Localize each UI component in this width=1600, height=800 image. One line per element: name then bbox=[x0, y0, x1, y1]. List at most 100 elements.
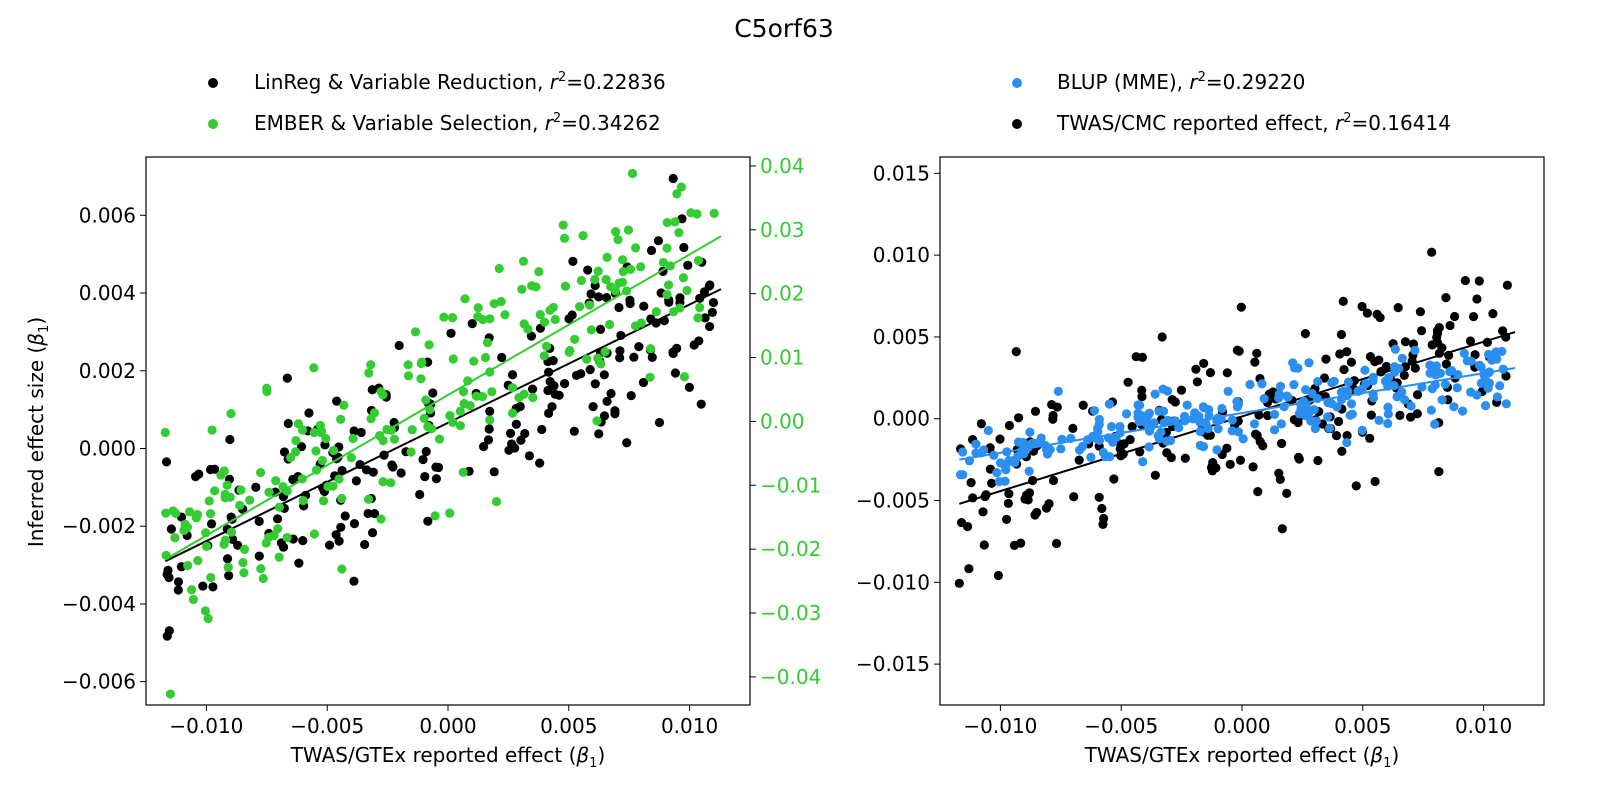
left-data-point bbox=[386, 478, 396, 488]
left-data-point bbox=[417, 357, 427, 367]
left-y2-tick-label: 0.04 bbox=[760, 154, 805, 178]
right-data-point bbox=[1323, 412, 1333, 422]
left-data-point bbox=[586, 325, 596, 335]
left-data-point bbox=[494, 263, 504, 274]
left-data-point bbox=[601, 292, 612, 303]
left-data-point bbox=[363, 508, 373, 519]
left-data-point bbox=[590, 379, 600, 389]
left-data-point bbox=[518, 256, 529, 266]
left-data-point bbox=[602, 396, 612, 406]
left-data-point bbox=[594, 429, 604, 439]
right-data-point bbox=[1030, 406, 1041, 416]
left-data-point bbox=[473, 303, 483, 313]
right-data-point bbox=[1437, 395, 1447, 405]
left-data-point bbox=[367, 528, 378, 538]
right-data-point bbox=[1310, 423, 1320, 434]
left-data-point bbox=[366, 360, 376, 370]
right-data-point bbox=[1162, 448, 1172, 458]
left-data-point bbox=[682, 285, 692, 296]
legend-label-linreg: LinReg & Variable Reduction, r2=0.22836 bbox=[254, 70, 666, 94]
figure-title: C5orf63 bbox=[734, 14, 834, 43]
left-data-point bbox=[431, 474, 441, 484]
right-data-point bbox=[1191, 364, 1201, 374]
right-data-point bbox=[1276, 419, 1287, 429]
left-data-point bbox=[363, 494, 374, 504]
right-data-point bbox=[1074, 455, 1084, 465]
left-data-point bbox=[194, 469, 204, 479]
right-data-point bbox=[1425, 368, 1435, 378]
right-data-point bbox=[1452, 383, 1462, 393]
right-data-point bbox=[1212, 445, 1222, 455]
left-data-point bbox=[235, 500, 245, 510]
right-data-point bbox=[1450, 311, 1460, 322]
right-data-point bbox=[979, 540, 989, 550]
left-data-point bbox=[505, 428, 516, 438]
left-y-tick-label: 0.006 bbox=[79, 203, 136, 227]
left-data-point bbox=[403, 360, 413, 370]
left-data-point bbox=[419, 413, 429, 423]
right-data-point bbox=[1253, 487, 1263, 497]
right-data-point bbox=[1144, 442, 1154, 452]
left-data-point bbox=[448, 354, 458, 364]
left-data-point bbox=[625, 264, 636, 274]
right-data-point bbox=[1217, 403, 1227, 414]
right-data-point bbox=[1150, 389, 1160, 399]
left-y-tick-label: 0.000 bbox=[79, 436, 136, 460]
left-data-point bbox=[617, 255, 628, 265]
left-data-point bbox=[434, 434, 445, 444]
left-data-point bbox=[704, 321, 715, 332]
left-data-point bbox=[646, 245, 657, 256]
right-data-point bbox=[1000, 476, 1010, 486]
left-data-point bbox=[309, 427, 319, 438]
left-data-point bbox=[689, 340, 699, 350]
left-data-point bbox=[500, 310, 510, 320]
right-data-point bbox=[1024, 466, 1034, 476]
left-data-point bbox=[274, 552, 284, 562]
right-data-point bbox=[1362, 308, 1372, 318]
left-data-point bbox=[704, 281, 714, 291]
left-data-point bbox=[315, 420, 325, 431]
left-y-tick-label: −0.006 bbox=[62, 670, 136, 694]
left-data-point bbox=[207, 425, 217, 435]
left-data-point bbox=[602, 252, 612, 262]
right-data-point bbox=[1249, 419, 1260, 429]
left-data-point bbox=[403, 371, 414, 381]
left-data-point bbox=[458, 467, 468, 477]
left-data-point bbox=[206, 572, 216, 583]
left-data-point bbox=[161, 457, 172, 467]
right-data-point bbox=[1338, 296, 1348, 306]
left-data-point bbox=[507, 383, 518, 393]
legend-label-blup: BLUP (MME), r2=0.29220 bbox=[1057, 70, 1305, 94]
right-data-point bbox=[1357, 425, 1367, 435]
right-data-point bbox=[1044, 499, 1054, 509]
left-data-point bbox=[298, 495, 308, 506]
left-data-point bbox=[324, 540, 335, 550]
left-data-point bbox=[236, 485, 246, 495]
left-data-point bbox=[545, 305, 555, 315]
right-data-point bbox=[1004, 420, 1015, 431]
left-data-point bbox=[510, 443, 520, 453]
left-data-point bbox=[514, 392, 524, 403]
left-data-point bbox=[407, 425, 417, 435]
left-data-point bbox=[570, 334, 580, 344]
left-data-point bbox=[511, 419, 521, 429]
right-data-point bbox=[1245, 379, 1255, 390]
right-data-point bbox=[1495, 381, 1505, 391]
left-data-point bbox=[658, 257, 668, 268]
left-data-point bbox=[337, 493, 347, 504]
left-data-point bbox=[332, 396, 342, 406]
right-data-point bbox=[1374, 355, 1384, 365]
right-data-point bbox=[1138, 457, 1148, 467]
left-data-point bbox=[219, 466, 229, 476]
right-data-point bbox=[1412, 409, 1422, 419]
right-data-point bbox=[1123, 377, 1133, 387]
left-y-tick-label: 0.002 bbox=[79, 359, 136, 383]
right-data-point bbox=[1269, 409, 1280, 420]
right-data-point bbox=[1283, 392, 1293, 402]
left-data-point bbox=[206, 519, 217, 529]
left-data-point bbox=[485, 314, 495, 324]
left-data-point bbox=[679, 242, 689, 253]
right-data-point bbox=[1468, 311, 1479, 322]
right-data-point bbox=[1492, 354, 1502, 364]
left-y2-tick-label: −0.03 bbox=[760, 601, 821, 625]
